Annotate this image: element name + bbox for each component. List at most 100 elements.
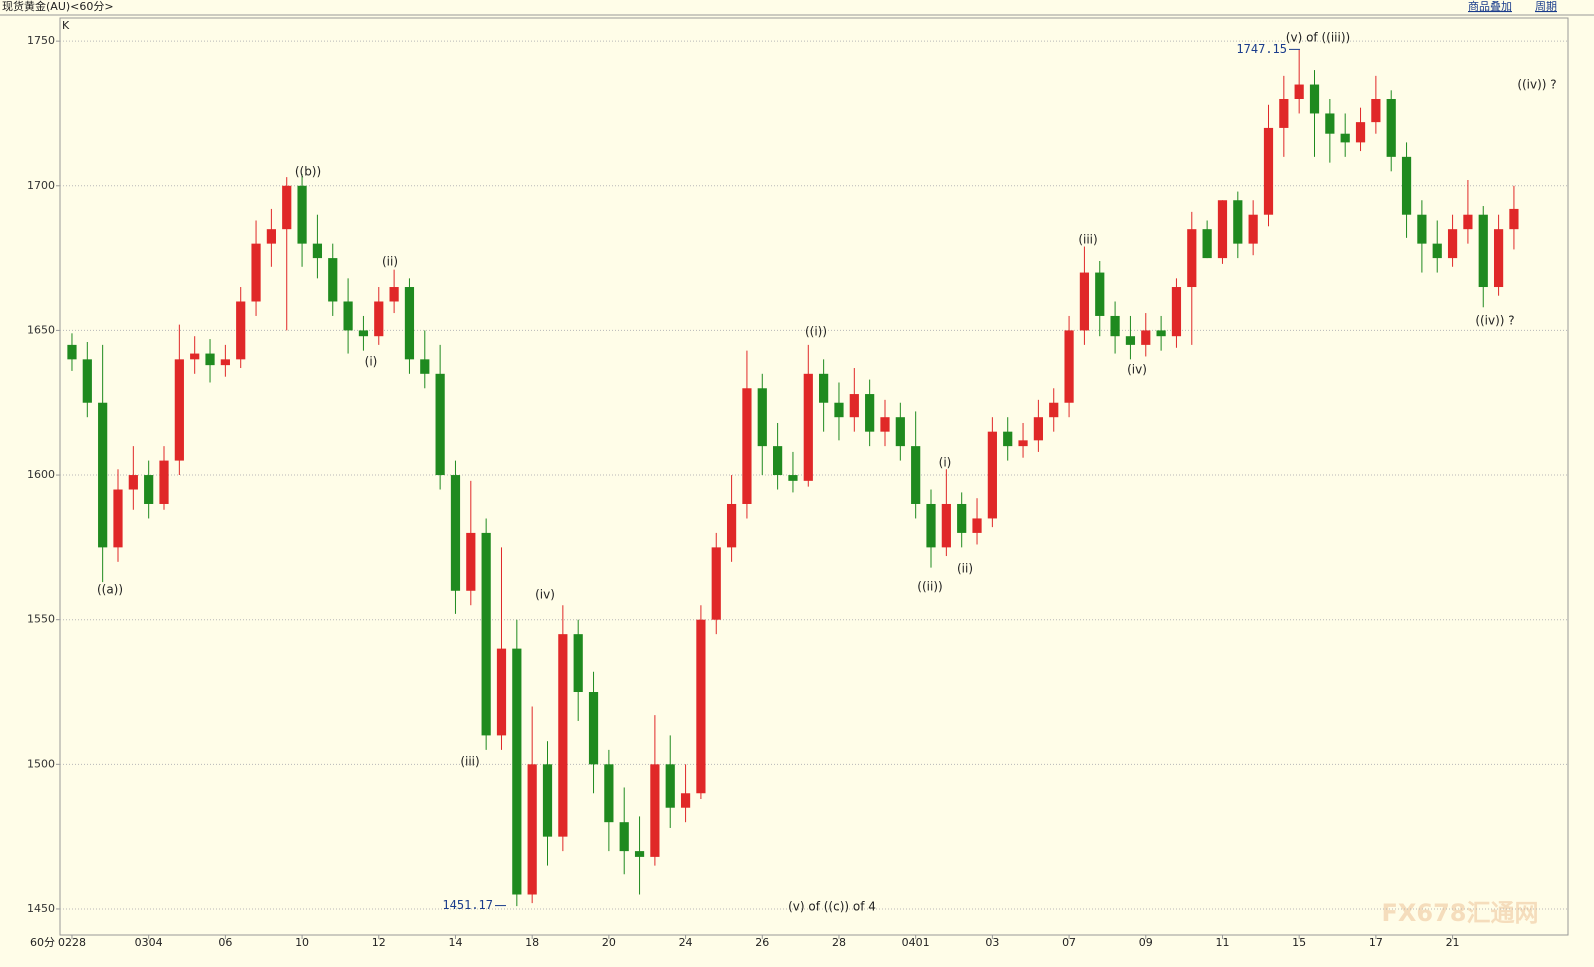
x-tick-label: 10: [295, 936, 309, 949]
candle-body: [98, 402, 108, 548]
candle-body: [819, 373, 829, 403]
candle-body: [665, 764, 675, 808]
x-tick-label: 21: [1446, 936, 1460, 949]
candle-body: [1463, 214, 1473, 230]
high-marker-label: 1747.15: [1236, 42, 1287, 56]
candle-body: [1018, 440, 1028, 447]
wave-label: ((a)): [97, 583, 123, 597]
candle-body: [788, 475, 798, 481]
candle-body: [1279, 98, 1289, 128]
chart-title: 现货黄金(AU)<60分>: [2, 0, 114, 13]
plot-frame: [59, 17, 1569, 936]
candle-body: [1064, 330, 1074, 403]
x-tick-label: 03: [985, 936, 999, 949]
candle-body: [895, 417, 905, 447]
x-tick-label: 0304: [135, 936, 163, 949]
candle-body: [972, 518, 982, 533]
candle-body: [588, 692, 599, 765]
y-tick-label: 1600: [27, 468, 55, 481]
candle-body: [1417, 214, 1427, 244]
x-tick-label: 17: [1369, 936, 1383, 949]
wave-label: (v) of ((c)) of 4: [788, 900, 876, 914]
wave-label: (iv): [535, 588, 555, 602]
candle-body: [604, 764, 614, 823]
x-tick-label: 15: [1292, 936, 1306, 949]
candle-body: [773, 446, 783, 476]
candle-body: [1340, 133, 1350, 143]
wave-label: (ii): [957, 562, 973, 576]
candle-body: [757, 388, 767, 447]
candle-body: [159, 460, 169, 504]
candle-body: [496, 648, 507, 736]
candle-body: [1263, 127, 1274, 215]
x-tick-label: 20: [602, 936, 616, 949]
x-tick-label: 11: [1215, 936, 1229, 949]
candle-body: [328, 258, 338, 302]
candle-body: [1003, 431, 1013, 447]
candle-body: [849, 394, 859, 418]
x-tick-label: 12: [372, 936, 386, 949]
candle-body: [1432, 243, 1442, 259]
x-tick-label: 07: [1062, 936, 1076, 949]
candle-body: [481, 532, 491, 736]
y-tick-label: 1500: [27, 757, 55, 770]
candle-body: [696, 619, 706, 794]
candle-body: [1325, 113, 1335, 134]
candle-body: [926, 503, 936, 548]
wave-label: ((ii)): [917, 580, 942, 594]
y-tick-label: 1650: [27, 323, 55, 336]
candle-body: [113, 489, 123, 548]
wave-label: ((iv)) ?: [1475, 314, 1514, 328]
candle-body: [1294, 84, 1304, 99]
candle-body: [389, 287, 399, 302]
wave-label: ((i)): [805, 325, 827, 339]
candle-body: [1493, 229, 1504, 288]
candle-body: [1355, 122, 1366, 143]
candle-body: [466, 532, 476, 591]
candle-body: [1478, 214, 1488, 288]
candle-body: [128, 475, 138, 490]
candle-body: [174, 359, 184, 461]
candle-body: [190, 353, 200, 360]
candle-body: [374, 301, 384, 337]
candle-body: [220, 359, 230, 366]
candle-body: [650, 764, 660, 857]
wave-label: (v) of ((iii)): [1286, 31, 1350, 45]
candle-body: [1202, 229, 1212, 259]
candle-body: [1371, 98, 1381, 123]
candle-body: [987, 431, 997, 519]
x-tick-label: 24: [679, 936, 693, 949]
candle-body: [680, 793, 691, 808]
candle-body: [1401, 156, 1412, 215]
candle-body: [1141, 330, 1151, 345]
candle-body: [957, 503, 967, 533]
candle-body: [358, 330, 369, 337]
overlay-link[interactable]: 商品叠加: [1468, 0, 1512, 13]
candle-body: [941, 503, 951, 548]
wave-label: ((iv)) ?: [1517, 78, 1556, 92]
candle-body: [1309, 84, 1320, 114]
period-label: 60分: [30, 936, 55, 949]
x-tick-label: 26: [755, 936, 769, 949]
candle-body: [865, 394, 875, 432]
y-tick-label: 1700: [27, 179, 55, 192]
period-link[interactable]: 周期: [1535, 0, 1557, 13]
candle-body: [1248, 214, 1258, 244]
x-tick-label: 0401: [902, 936, 930, 949]
candle-body: [573, 634, 583, 693]
candle-body: [404, 287, 415, 360]
candle-body: [880, 417, 890, 432]
candle-body: [343, 301, 353, 331]
candle-body: [312, 243, 323, 259]
candle-body: [282, 185, 292, 230]
candle-body: [711, 547, 721, 620]
y-tick-label: 1550: [27, 613, 55, 626]
candle-body: [1509, 208, 1519, 230]
wave-label: ((b)): [295, 165, 321, 179]
candle-body: [803, 373, 813, 481]
candle-body: [527, 764, 537, 895]
candle-body: [742, 388, 752, 504]
candle-body: [1049, 402, 1059, 418]
